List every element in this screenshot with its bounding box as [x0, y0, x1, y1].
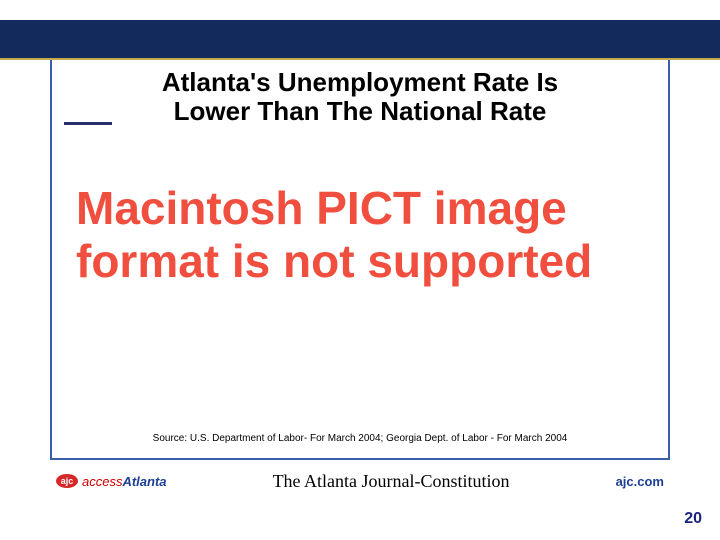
source-text: Source: U.S. Department of Labor- For Ma… [52, 433, 668, 444]
footer-left: ajc accessAtlanta [56, 474, 167, 489]
slide-title: Atlanta's Unemployment Rate Is Lower Tha… [52, 60, 668, 125]
footer-right-ajccom: ajc.com [616, 474, 664, 489]
footer-center-ajc: The Atlanta Journal-Constitution [273, 471, 510, 492]
ajc-oval-logo: ajc [56, 474, 78, 488]
top-band [0, 20, 720, 60]
page-number: 20 [684, 510, 702, 528]
content-box: Atlanta's Unemployment Rate Is Lower Tha… [50, 60, 670, 460]
title-line-1: Atlanta's Unemployment Rate Is [56, 68, 664, 97]
title-underline [64, 122, 112, 125]
pict-error-text: Macintosh PICT image format is not suppo… [76, 182, 644, 288]
footer: ajc accessAtlanta The Atlanta Journal-Co… [50, 466, 670, 496]
access-word: access [82, 474, 122, 489]
slide: Atlanta's Unemployment Rate Is Lower Tha… [0, 0, 720, 540]
access-atlanta-logo: accessAtlanta [82, 474, 167, 489]
title-line-2: Lower Than The National Rate [56, 97, 664, 126]
atlanta-word: Atlanta [122, 474, 166, 489]
top-navy-bar [0, 20, 720, 58]
